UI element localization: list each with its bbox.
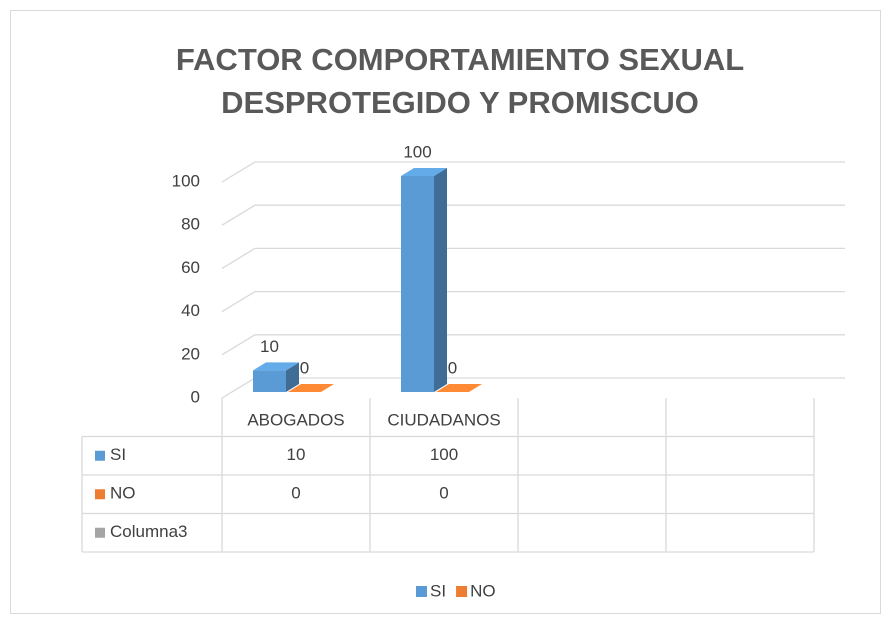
data-label: 10	[260, 337, 279, 356]
table-row-label: NO	[110, 484, 136, 503]
bar-face	[436, 384, 482, 392]
data-label: 100	[403, 142, 431, 161]
bar	[436, 384, 482, 392]
bar-face	[401, 176, 434, 392]
legend-label: NO	[470, 581, 496, 600]
table-cell: 0	[291, 484, 300, 503]
data-label: 0	[300, 358, 309, 377]
table-cell: 10	[287, 445, 306, 464]
bar-face	[253, 370, 286, 392]
bar-face	[434, 168, 447, 392]
table-legend-key	[95, 527, 105, 538]
y-tick-label: 40	[181, 301, 200, 320]
table-legend-key	[95, 489, 105, 500]
table-legend-key	[95, 450, 105, 461]
legend-label: SI	[430, 581, 446, 600]
bar-face	[401, 168, 447, 176]
bar-face	[288, 384, 334, 392]
grid-line	[221, 334, 845, 356]
bar	[401, 168, 447, 392]
y-tick-label: 60	[181, 258, 200, 277]
x-tick-label: CIUDADANOS	[387, 411, 500, 430]
grid-line	[221, 247, 845, 269]
table-cell: 100	[430, 445, 458, 464]
table-row-label: SI	[110, 445, 126, 464]
bar	[288, 384, 334, 392]
grid-line	[221, 161, 845, 183]
data-label: 0	[448, 358, 457, 377]
grid-line	[221, 204, 845, 226]
legend-key	[456, 586, 468, 597]
x-tick-label: ABOGADOS	[247, 411, 344, 430]
grid-line	[221, 290, 845, 313]
bar-face	[253, 362, 299, 371]
y-tick-label: 0	[191, 387, 200, 406]
y-tick-label: 20	[181, 344, 200, 363]
y-tick-label: 80	[181, 215, 200, 234]
chart-title: FACTOR COMPORTAMIENTO SEXUAL DESPROTEGID…	[175, 42, 745, 120]
legend-key	[416, 586, 427, 597]
y-tick-label: 100	[172, 171, 200, 190]
table-row-label: Columna3	[110, 522, 188, 541]
bar	[253, 362, 299, 392]
bar-face	[286, 362, 299, 392]
table-cell: 0	[439, 484, 448, 503]
